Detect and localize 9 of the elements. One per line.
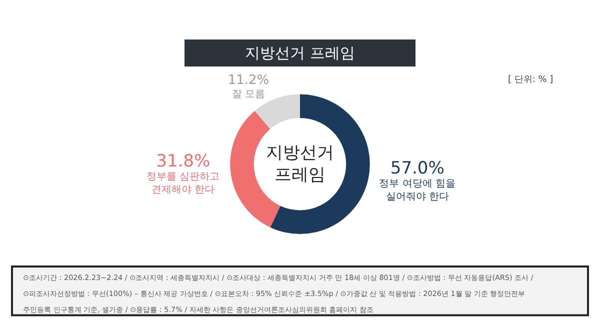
data-label: 57.0% [390,158,444,178]
slice-label: 정부 여당에 힘을 실어줘야 한다 [379,178,456,202]
text: 지방선거 프레임 [266,143,334,186]
chart-title: 지방선거 프레임 [245,44,355,62]
slice-label: 정부를 심판하고 견제해야 한다 [146,172,220,196]
slice-label: 잘 모름 [232,89,266,100]
text: [ 단위: % ] [508,75,554,85]
data-label: 11.2% [228,73,270,88]
data-label: 31.8% [156,152,210,172]
